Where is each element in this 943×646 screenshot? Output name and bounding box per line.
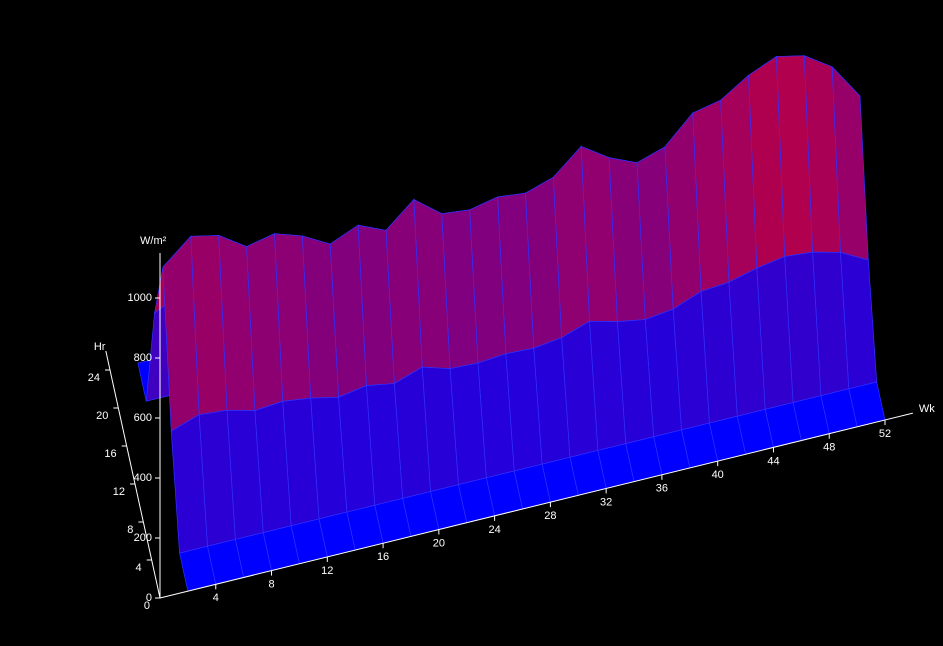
x-tick-label: 8 (268, 579, 274, 591)
x-axis (159, 412, 914, 599)
z-tick-label: 800 (134, 352, 152, 364)
x-tick-label: 40 (712, 469, 724, 481)
z-tick-label: 1000 (128, 292, 152, 304)
x-tick-label: 12 (321, 565, 333, 577)
y-tick-label: 8 (127, 524, 133, 536)
z-tick-label: 200 (134, 532, 152, 544)
x-tick-label: 24 (488, 524, 500, 536)
x-tick-label: 52 (879, 428, 891, 440)
x-tick-label: 48 (823, 442, 835, 454)
y-tick-label: 24 (88, 372, 100, 384)
x-axis-label: Wk (919, 403, 935, 415)
y-tick-label: 0 (144, 600, 150, 612)
x-tick-label: 4 (213, 592, 219, 604)
x-tick-label: 20 (433, 537, 445, 549)
y-tick-label: 20 (96, 410, 108, 422)
z-tick-label: 0 (146, 592, 152, 604)
x-tick-label: 36 (656, 483, 668, 495)
y-axis (105, 350, 161, 599)
x-tick-label: 16 (377, 551, 389, 563)
y-tick-label: 16 (104, 448, 116, 460)
z-tick-label: 400 (134, 472, 152, 484)
x-tick-label: 28 (544, 510, 556, 522)
y-tick-label: 4 (136, 562, 142, 574)
x-tick-label: 44 (767, 455, 779, 467)
y-tick-label: 12 (113, 486, 125, 498)
z-tick-label: 600 (134, 412, 152, 424)
z-axis-label: W/m² (140, 235, 167, 247)
x-tick-label: 32 (600, 496, 612, 508)
y-axis-label: Hr (94, 341, 106, 353)
